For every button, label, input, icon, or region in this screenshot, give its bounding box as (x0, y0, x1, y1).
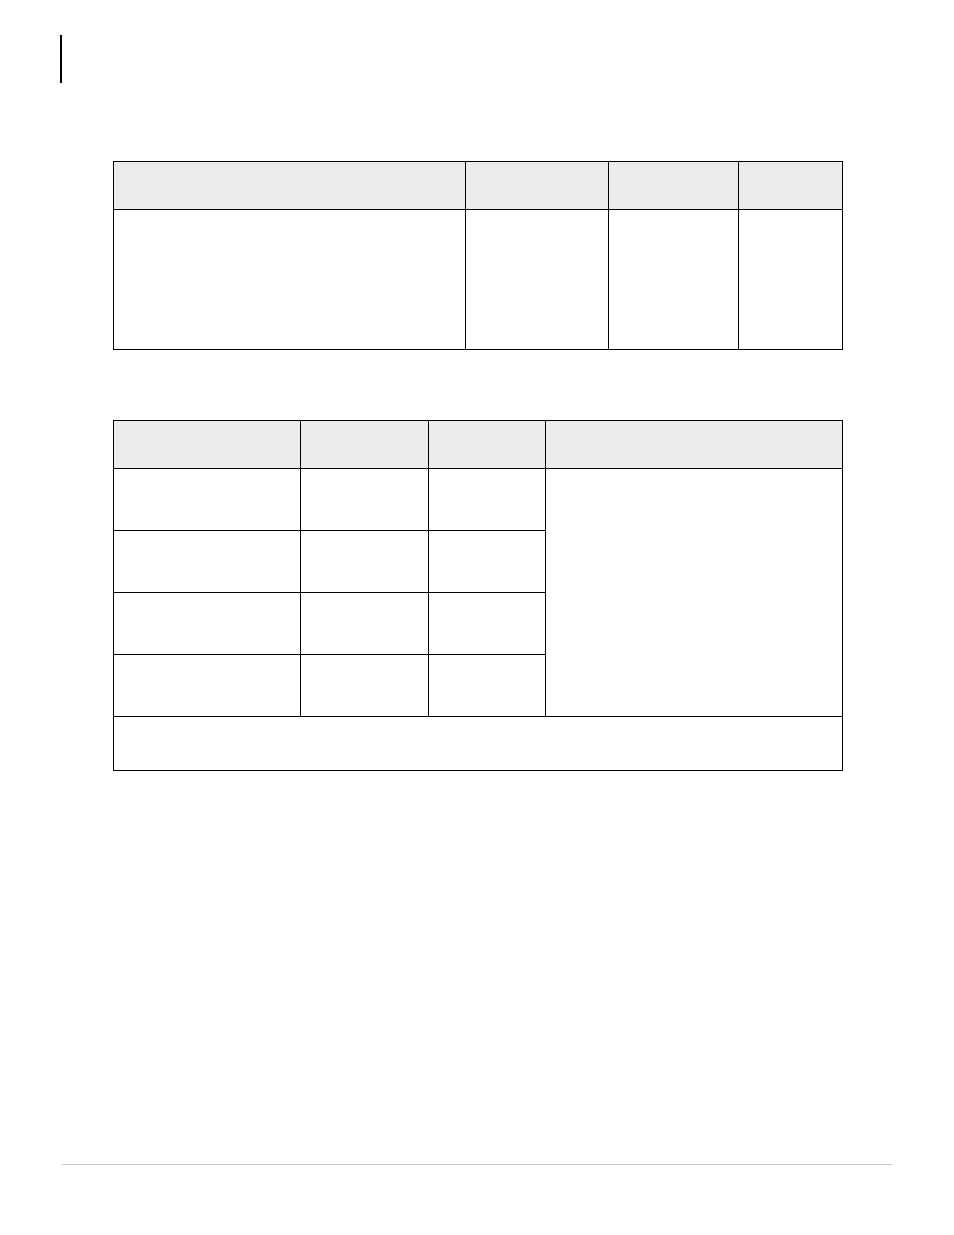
table-2 (113, 420, 843, 771)
table-1-cell (739, 210, 843, 350)
left-vertical-bar (60, 35, 62, 83)
table-2-cell (114, 469, 301, 531)
table-2-cell (114, 655, 301, 717)
table-2-header-3 (428, 421, 546, 469)
table-2-header-row (114, 421, 843, 469)
table-1-cell (465, 210, 609, 350)
table-2-cell (428, 469, 546, 531)
table-1 (113, 161, 843, 350)
table-2-header-4 (546, 421, 843, 469)
table-2-cell (300, 593, 428, 655)
table-2-cell (428, 593, 546, 655)
table-2-header-1 (114, 421, 301, 469)
table-2-header-2 (300, 421, 428, 469)
table-1-header-4 (739, 162, 843, 210)
table-2-cell (114, 593, 301, 655)
footer-rule (62, 1164, 892, 1165)
table-2-cell (428, 531, 546, 593)
page (0, 0, 954, 1235)
table-2-cell (428, 655, 546, 717)
table-2-cell (300, 531, 428, 593)
table-2-merged-cell (546, 469, 843, 717)
table-2-cell (114, 531, 301, 593)
table-1-row (114, 210, 843, 350)
table-1-header-1 (114, 162, 466, 210)
table-1-cell (609, 210, 739, 350)
table-2-cell (300, 469, 428, 531)
table-1-cell (114, 210, 466, 350)
table-1-header-2 (465, 162, 609, 210)
table-2-footer-row (114, 717, 843, 771)
table-1-header-row (114, 162, 843, 210)
table-1-header-3 (609, 162, 739, 210)
table-2-row (114, 469, 843, 531)
table-2-footer-cell (114, 717, 843, 771)
table-2-cell (300, 655, 428, 717)
